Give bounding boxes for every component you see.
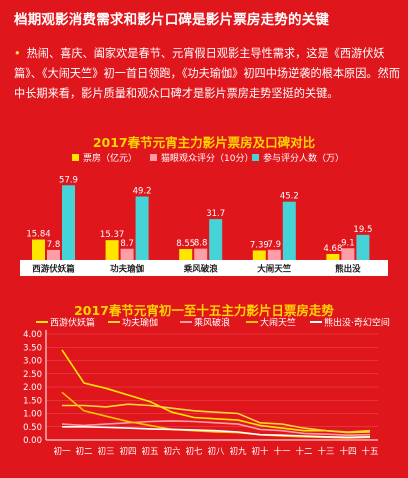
bar-value-2-1: 15.37: [100, 230, 124, 240]
bar-value-3-3: 31.7: [206, 209, 225, 219]
bar-value-1-2: 7.8: [47, 240, 61, 250]
legend-swatch-1: [72, 154, 79, 161]
bar-1-2: [47, 249, 60, 260]
x-tick-label-13: 十三: [317, 446, 334, 457]
bar-2-1: [105, 240, 119, 260]
bar-value-4-2: 7.9: [268, 240, 282, 250]
x-tick-label-5: 初五: [141, 446, 159, 457]
x-tick-label-14: 十四: [339, 446, 356, 457]
bar-value-3-2: 8.8: [194, 239, 208, 249]
y-tick-label-6: 2.50: [23, 370, 42, 380]
x-tick-label-3: 初三: [97, 446, 114, 457]
legend-swatch-2: [150, 154, 157, 161]
legend-label-1: 票房（亿元）: [83, 152, 137, 164]
category-label-1: 西游伏妖篇: [32, 264, 75, 275]
bar-value-3-1: 8.55: [176, 239, 195, 249]
x-tick-label-6: 初六: [163, 446, 181, 457]
bar-2-2: [120, 248, 134, 260]
category-band: [20, 260, 388, 276]
x-tick-label-11: 十一: [273, 446, 291, 457]
bar-value-2-2: 8.7: [120, 239, 134, 249]
x-tick-label-7: 初七: [185, 446, 203, 457]
series-line-5: [62, 426, 371, 439]
bar-value-1-1: 15.84: [26, 230, 50, 240]
bar-3-3: [209, 219, 223, 260]
y-tick-label-8: 3.50: [23, 343, 42, 353]
bar-chart: 票房（亿元） 猫眼观众评分（10分） 参与评分人数（万） 15.847.8 57.9 西游…: [20, 152, 388, 276]
y-tick-label-7: 3.00: [23, 357, 42, 367]
bar-value-2-3: 49.2: [133, 187, 152, 197]
headline: 档期观影消费需求和影片口碑是影片票房走势的关键: [14, 12, 330, 28]
x-tick-label-8: 初八: [207, 446, 225, 457]
bar-2-3: [135, 196, 149, 260]
category-label-3: 乘风破浪: [183, 264, 219, 275]
category-label-4: 大闹天竺: [257, 264, 292, 275]
bar-5-2: [341, 248, 355, 260]
y-tick-label-5: 2.00: [23, 383, 42, 393]
category-label-2: 功夫瑜伽: [110, 264, 145, 275]
x-tick-label-2: 初二: [75, 446, 93, 457]
bar-value-4-3: 45.2: [280, 192, 299, 202]
legend-label-3: 参与评分人数（万）: [263, 152, 344, 164]
bar-chart-title: 2017春节元宵主力影片票房及口碑对比: [92, 135, 316, 150]
line-chart: 西游伏妖篇 功夫瑜伽 乘风破浪 大闹天竺 熊出没·奇幻空间 0.00 0.50 1.00 1.5…: [23, 317, 390, 458]
y-tick-label-4: 1.50: [23, 396, 42, 406]
series-line-2: [62, 403, 371, 433]
bar-value-5-1: 4.68: [323, 244, 342, 254]
series-line-3: [61, 420, 371, 437]
bar-value-1-3: 57.9: [59, 175, 78, 185]
legend-swatch-3: [252, 154, 259, 161]
x-tick-label-1: 初一: [53, 446, 71, 457]
bar-1-3: [62, 185, 75, 260]
bar-5-3: [356, 234, 370, 260]
line-legend-label-1: 西游伏妖篇: [50, 317, 95, 329]
series-line-1: [61, 349, 371, 434]
x-tick-label-9: 初九: [229, 446, 247, 457]
line-legend-label-5: 熊出没·奇幻空间: [324, 317, 390, 329]
line-legend-label-3: 乘风破浪: [194, 317, 230, 329]
bar-3-1: [179, 248, 193, 260]
line-legend-label-2: 功夫瑜伽: [122, 317, 158, 329]
x-tick-label-4: 初四: [119, 446, 136, 457]
bar-4-2: [267, 249, 281, 260]
bullet-dot-icon: •: [14, 47, 21, 60]
x-tick-label-15: 十五: [361, 446, 379, 457]
legend-label-2: 猫眼观众评分（10分）: [161, 152, 253, 164]
intro-text: 热闹、喜庆、阖家欢是春节、元宵假日观影主导性需求，这是《西游伏妖篇》、《大闹天竺…: [14, 47, 400, 100]
category-label-5: 熊出没: [335, 264, 361, 275]
line-legend-label-4: 大闹天竺: [260, 317, 296, 329]
bar-value-5-2: 9.1: [341, 238, 355, 248]
x-tick-label-10: 初十: [251, 446, 269, 457]
y-tick-label-9: 4.00: [23, 330, 42, 340]
y-tick-label-1: 0.00: [23, 436, 42, 446]
bar-value-5-3: 19.5: [353, 225, 372, 235]
bar-5-1: [326, 253, 340, 260]
bar-3-2: [194, 248, 208, 260]
bar-4-1: [252, 250, 266, 260]
y-tick-label-2: 0.50: [23, 423, 42, 433]
line-chart-title: 2017春节元宵初一至十五主力影片日票房走势: [74, 303, 334, 318]
x-tick-label-12: 十二: [295, 446, 313, 457]
bar-value-4-1: 7.39: [250, 240, 269, 250]
intro-paragraph: • 热闹、喜庆、阖家欢是春节、元宵假日观影主导性需求，这是《西游伏妖篇》、《大闹天…: [14, 44, 400, 104]
y-tick-label-3: 1.00: [23, 410, 42, 420]
bar-1-1: [32, 239, 45, 260]
bar-4-3: [282, 201, 296, 260]
